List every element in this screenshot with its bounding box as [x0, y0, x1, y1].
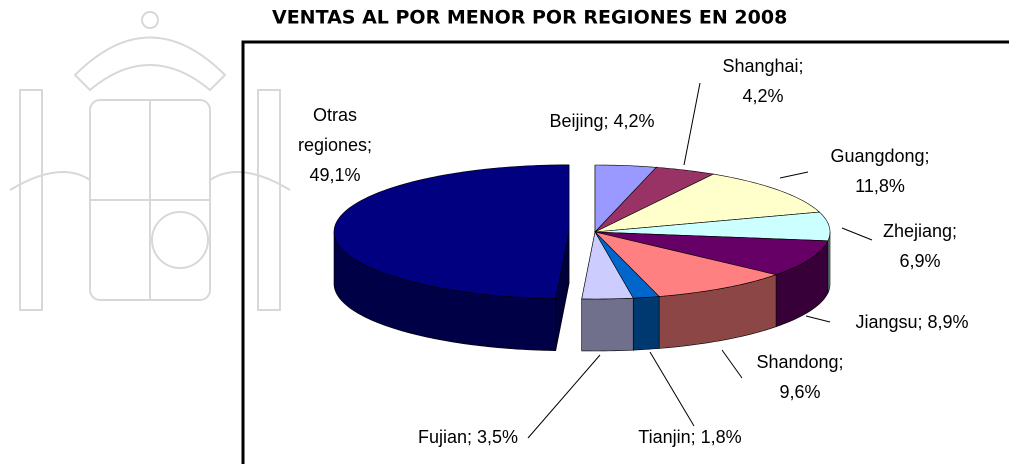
chart-title: VENTAS AL POR MENOR POR REGIONES EN 2008: [272, 7, 787, 29]
slice: [594, 231, 829, 276]
slice: [594, 173, 821, 233]
data-label-line: Zhejiang;: [883, 221, 957, 241]
data-label: Tianjin; 1,8%: [638, 427, 741, 447]
slice-side: [581, 297, 634, 352]
data-label-line: Otras: [313, 105, 357, 125]
data-label-line: Fujian; 3,5%: [418, 427, 518, 447]
data-label-line: Guangdong;: [830, 146, 929, 166]
data-label-line: Shandong;: [756, 352, 843, 372]
pie: [333, 164, 831, 352]
slice: [333, 164, 570, 299]
data-label-line: 49,1%: [309, 165, 360, 185]
data-label-line: 9,6%: [779, 382, 820, 402]
data-label: Guangdong; 11,8%: [830, 146, 929, 196]
data-label: Shandong; 9,6%: [756, 352, 843, 402]
slice: [594, 167, 715, 233]
leader-line: [649, 351, 695, 427]
leader-line: [805, 315, 831, 323]
coat-of-arms-watermark: [9, 11, 291, 311]
slice-side: [827, 231, 831, 293]
slice: [594, 211, 831, 242]
data-label-line: 6,9%: [899, 251, 940, 271]
leader-line: [527, 354, 601, 439]
data-label-line: Shanghai;: [722, 56, 803, 76]
slice: [594, 231, 778, 297]
data-label: Fujian; 3,5%: [418, 427, 518, 447]
data-label: Beijing; 4,2%: [549, 111, 654, 131]
data-label-line: Tianjin; 1,8%: [638, 427, 741, 447]
data-label: Jiangsu; 8,9%: [855, 312, 968, 332]
data-label-line: 4,2%: [742, 86, 783, 106]
slice: [594, 164, 657, 233]
plot-frame: [241, 40, 1009, 464]
slice: [581, 231, 634, 300]
data-label-line: 11,8%: [855, 176, 905, 196]
labels: Beijing; 4,2% Shanghai; 4,2% Guangdong; 11,8…: [298, 56, 969, 447]
leader-line: [779, 171, 809, 179]
data-label-line: Jiangsu; 8,9%: [855, 312, 968, 332]
data-label: Shanghai; 4,2%: [722, 56, 803, 106]
slice-side: [632, 296, 660, 351]
data-label-line: Beijing; 4,2%: [549, 111, 654, 131]
slice: [594, 231, 660, 299]
data-label: Otras regiones; 49,1%: [298, 105, 372, 185]
data-label: Zhejiang; 6,9%: [883, 221, 957, 271]
leader-line: [721, 349, 743, 379]
data-label-line: regiones;: [298, 135, 372, 155]
leader-line: [683, 82, 701, 166]
leader-line: [841, 227, 873, 241]
